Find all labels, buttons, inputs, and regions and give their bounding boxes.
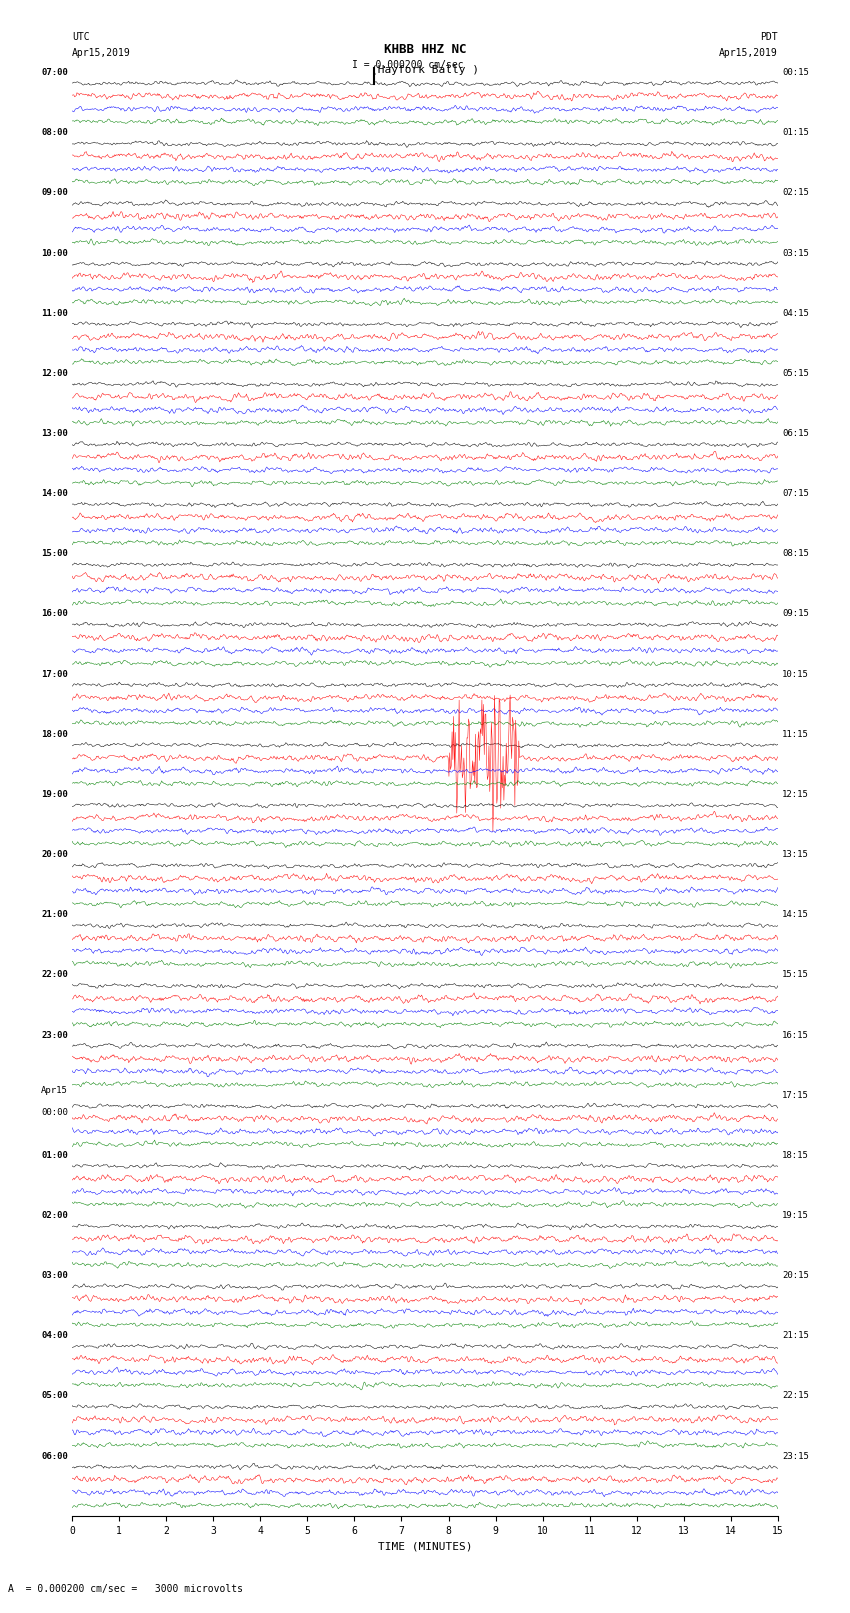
Text: 21:15: 21:15: [782, 1331, 809, 1340]
Text: 07:15: 07:15: [782, 489, 809, 498]
Text: 04:15: 04:15: [782, 308, 809, 318]
Text: 18:00: 18:00: [41, 729, 68, 739]
Text: 21:00: 21:00: [41, 910, 68, 919]
Text: 13:00: 13:00: [41, 429, 68, 439]
Text: 22:15: 22:15: [782, 1392, 809, 1400]
Text: 22:00: 22:00: [41, 971, 68, 979]
Text: 02:00: 02:00: [41, 1211, 68, 1219]
Text: 10:15: 10:15: [782, 669, 809, 679]
Text: Apr15: Apr15: [41, 1086, 68, 1095]
Text: 03:00: 03:00: [41, 1271, 68, 1281]
Text: 09:00: 09:00: [41, 189, 68, 197]
Text: UTC: UTC: [72, 32, 90, 42]
Text: Apr15,2019: Apr15,2019: [72, 48, 131, 58]
X-axis label: TIME (MINUTES): TIME (MINUTES): [377, 1542, 473, 1552]
Text: 08:15: 08:15: [782, 550, 809, 558]
Text: Apr15,2019: Apr15,2019: [719, 48, 778, 58]
Text: 17:15: 17:15: [782, 1090, 809, 1100]
Text: 02:15: 02:15: [782, 189, 809, 197]
Text: 20:00: 20:00: [41, 850, 68, 860]
Text: 07:00: 07:00: [41, 68, 68, 77]
Text: 06:00: 06:00: [41, 1452, 68, 1460]
Text: 08:00: 08:00: [41, 129, 68, 137]
Text: 06:15: 06:15: [782, 429, 809, 439]
Text: 11:15: 11:15: [782, 729, 809, 739]
Text: 12:15: 12:15: [782, 790, 809, 798]
Text: 00:00: 00:00: [41, 1108, 68, 1118]
Text: (Hayfork Bally ): (Hayfork Bally ): [371, 65, 479, 74]
Text: 16:15: 16:15: [782, 1031, 809, 1039]
Text: 01:15: 01:15: [782, 129, 809, 137]
Text: 03:15: 03:15: [782, 248, 809, 258]
Text: 20:15: 20:15: [782, 1271, 809, 1281]
Text: 05:15: 05:15: [782, 369, 809, 377]
Text: 23:15: 23:15: [782, 1452, 809, 1460]
Text: 09:15: 09:15: [782, 610, 809, 618]
Text: 10:00: 10:00: [41, 248, 68, 258]
Text: 11:00: 11:00: [41, 308, 68, 318]
Text: 16:00: 16:00: [41, 610, 68, 618]
Text: 00:15: 00:15: [782, 68, 809, 77]
Text: 05:00: 05:00: [41, 1392, 68, 1400]
Text: 15:00: 15:00: [41, 550, 68, 558]
Text: 19:00: 19:00: [41, 790, 68, 798]
Text: 23:00: 23:00: [41, 1031, 68, 1039]
Text: 14:00: 14:00: [41, 489, 68, 498]
Text: KHBB HHZ NC: KHBB HHZ NC: [383, 44, 467, 56]
Text: 01:00: 01:00: [41, 1150, 68, 1160]
Text: 19:15: 19:15: [782, 1211, 809, 1219]
Text: 14:15: 14:15: [782, 910, 809, 919]
Text: 13:15: 13:15: [782, 850, 809, 860]
Text: 15:15: 15:15: [782, 971, 809, 979]
Text: PDT: PDT: [760, 32, 778, 42]
Text: 04:00: 04:00: [41, 1331, 68, 1340]
Text: 17:00: 17:00: [41, 669, 68, 679]
Text: 12:00: 12:00: [41, 369, 68, 377]
Text: 18:15: 18:15: [782, 1150, 809, 1160]
Text: A  = 0.000200 cm/sec =   3000 microvolts: A = 0.000200 cm/sec = 3000 microvolts: [8, 1584, 243, 1594]
Text: I = 0.000200 cm/sec: I = 0.000200 cm/sec: [352, 60, 464, 69]
